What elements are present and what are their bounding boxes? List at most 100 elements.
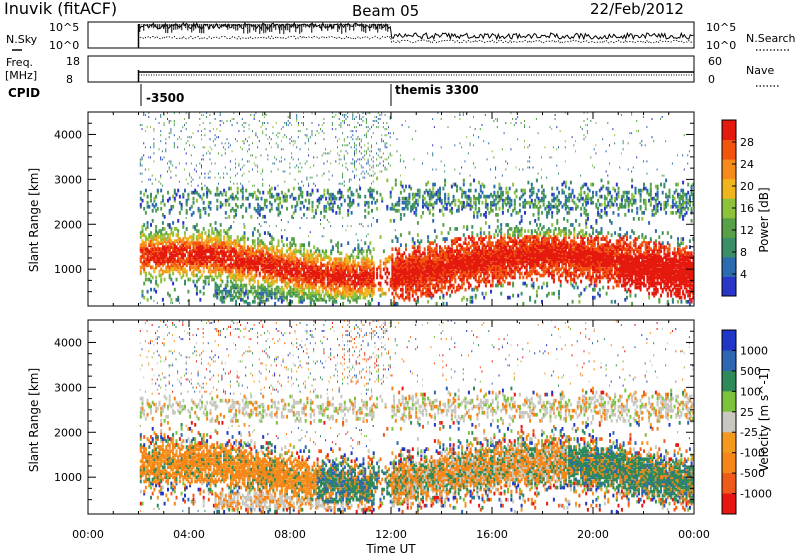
power-cell [262,287,265,292]
power-cell [423,281,426,286]
power-cell [406,283,409,288]
power-cell [469,263,472,268]
power-cell [474,255,477,260]
power-cell [158,261,161,266]
power-cell [299,289,302,294]
power-cell [257,295,260,300]
power-cell [260,267,263,272]
power-cell [163,215,166,219]
power-cell [206,235,209,239]
power-cell [410,259,413,264]
power-cell [269,247,271,251]
power-cell [190,237,193,241]
power-cell [190,249,193,254]
power-cell [454,198,457,203]
power-cell [413,263,416,268]
power-cell [218,285,220,290]
power-cell [277,206,280,211]
power-cell [343,257,346,262]
power-cell [439,257,441,262]
power-cell [411,281,414,286]
power-cell [211,162,213,165]
power-cell [253,116,255,118]
power-cell [194,146,196,149]
power-cell [173,287,176,292]
power-cell [398,295,401,300]
power-cell [263,271,266,276]
power-cell [286,249,288,254]
power-cell [156,251,159,256]
power-cell [248,271,251,276]
power-cell [316,275,319,280]
power-cell [284,259,287,264]
power-cell [439,263,441,268]
power-cell [168,249,171,254]
power-cell [422,211,424,215]
power-cell [447,257,450,262]
power-cell [172,249,175,254]
power-cell [303,116,304,118]
power-cell [153,255,156,260]
power-cell [330,283,333,288]
power-cell [355,281,358,286]
power-cell [473,249,475,254]
power-cell [287,120,289,122]
power-cell [337,249,339,254]
power-cell [175,245,178,249]
power-cell [365,126,367,129]
power-cell [333,293,336,298]
power-cell [172,301,174,304]
power-cell [143,245,146,249]
power-cell [238,289,241,294]
power-cell [257,265,260,270]
power-cell [442,257,445,262]
power-cell [291,273,294,278]
power-cell [483,249,486,254]
power-cell [168,225,171,229]
power-cell [201,138,202,141]
power-cell [158,255,161,260]
power-cell [226,267,229,272]
power-cell [340,263,343,268]
power-cell [265,221,267,224]
power-cell [233,247,236,251]
power-cell [184,279,186,284]
power-cell [277,204,280,209]
power-cell [483,259,486,264]
power-cell [243,261,246,266]
noise-trace [137,21,694,48]
power-cell [481,277,484,282]
power-cell [376,275,379,280]
power-cell [253,265,256,270]
power-cell [445,261,448,266]
power-cell [371,279,373,284]
power-cell [476,287,479,292]
power-cell [289,267,292,272]
power-cell [189,265,192,270]
power-cell [415,265,418,270]
power-cell [214,273,217,278]
power-cell [343,198,346,203]
power-cell [314,259,317,264]
power-cell [270,146,272,149]
power-cell [253,285,256,290]
power-cell [418,194,421,199]
power-cell [291,277,294,282]
power-cell [331,247,334,251]
power-cell [160,233,163,237]
power-cell [243,283,246,288]
power-cell [354,162,355,165]
power-cell [483,213,486,217]
power-cell [360,267,363,272]
power-cell [452,271,455,276]
power-cell [459,142,461,145]
power-cell [345,259,348,264]
power-cell [175,166,177,169]
power-cell [243,140,245,143]
power-cell [297,289,300,294]
power-cell [367,162,369,165]
power-cell [326,261,329,266]
power-cell [156,261,159,266]
power-cell [296,287,299,292]
